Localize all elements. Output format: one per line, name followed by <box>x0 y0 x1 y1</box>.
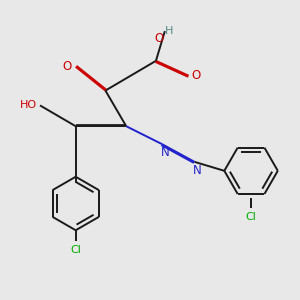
Text: H: H <box>165 26 173 36</box>
Text: Cl: Cl <box>246 212 256 222</box>
Text: O: O <box>191 69 201 82</box>
Text: Cl: Cl <box>70 244 81 255</box>
Text: N: N <box>193 164 202 177</box>
Text: O: O <box>62 60 71 73</box>
Text: O: O <box>154 32 164 45</box>
Text: N: N <box>160 146 169 160</box>
Text: HO: HO <box>20 100 37 110</box>
